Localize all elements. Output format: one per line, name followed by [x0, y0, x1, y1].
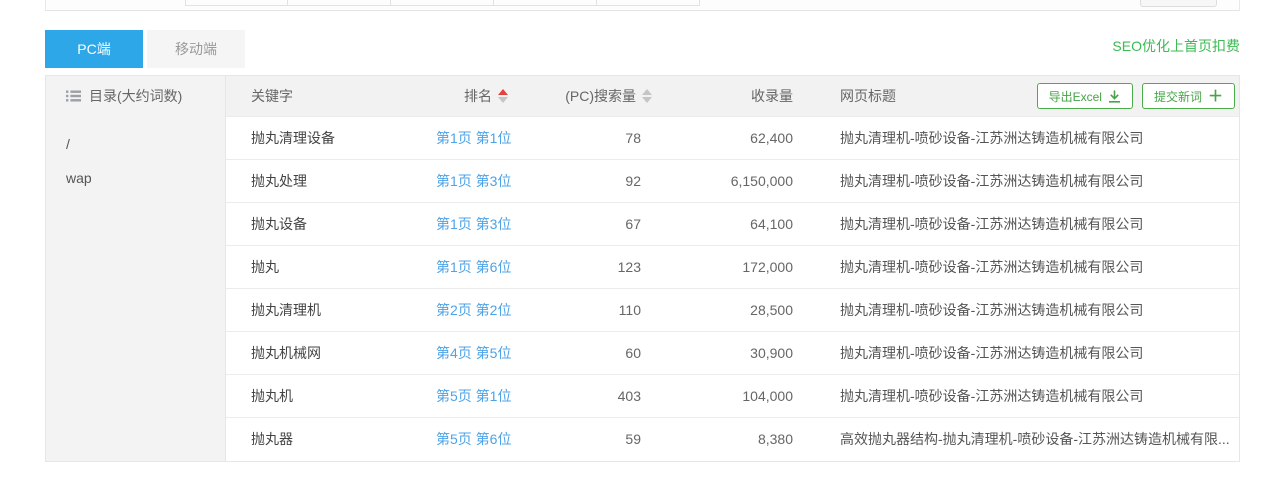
table-row: 抛丸 第1页 第6位 123 172,000 抛丸清理机-喷砂设备-江苏洲达铸造… [226, 245, 1239, 288]
cell-keyword: 抛丸机 [251, 388, 293, 404]
directory-list: / wap [46, 116, 225, 198]
cell-page-title: 抛丸清理机-喷砂设备-江苏洲达铸造机械有限公司 [840, 130, 1144, 146]
cell-search-volume: 59 [625, 431, 641, 447]
keyword-panel: 目录(大约词数) / wap 关键字 排名 (PC)搜索量 收录量 网页标 [45, 75, 1240, 462]
rank-link[interactable]: 第5页 第6位 [436, 431, 512, 447]
cell-search-volume: 110 [618, 302, 641, 318]
table-row: 抛丸设备 第1页 第3位 67 64,100 抛丸清理机-喷砂设备-江苏洲达铸造… [226, 202, 1239, 245]
cell-collect-count: 64,100 [750, 216, 793, 232]
clipped-button [1140, 0, 1217, 7]
sort-search-icon[interactable] [642, 89, 652, 103]
directory-header: 目录(大约词数) [46, 76, 225, 116]
cell-search-volume: 123 [617, 259, 641, 275]
cell-search-volume: 92 [625, 173, 641, 189]
rank-link[interactable]: 第4页 第5位 [436, 345, 512, 361]
cell-collect-count: 6,150,000 [730, 173, 793, 189]
submit-new-word-label: 提交新词 [1153, 89, 1202, 104]
col-header-keyword: 关键字 [251, 88, 293, 104]
cell-search-volume: 67 [625, 216, 641, 232]
tab-mobile[interactable]: 移动端 [147, 30, 245, 68]
col-header-collect: 收录量 [751, 88, 793, 104]
table-row: 抛丸清理设备 第1页 第1位 78 62,400 抛丸清理机-喷砂设备-江苏洲达… [226, 116, 1239, 159]
cell-collect-count: 30,900 [750, 345, 793, 361]
table-row: 抛丸机械网 第4页 第5位 60 30,900 抛丸清理机-喷砂设备-江苏洲达铸… [226, 331, 1239, 374]
cell-keyword: 抛丸器 [251, 431, 293, 447]
clipped-cells [185, 0, 700, 6]
col-header-rank[interactable]: 排名 [436, 86, 536, 106]
cell-page-title: 抛丸清理机-喷砂设备-江苏洲达铸造机械有限公司 [840, 173, 1144, 189]
cell-page-title: 高效抛丸器结构-抛丸清理机-喷砂设备-江苏洲达铸造机械有限... [840, 431, 1230, 447]
table-row: 抛丸机 第5页 第1位 403 104,000 抛丸清理机-喷砂设备-江苏洲达铸… [226, 374, 1239, 417]
cell-collect-count: 8,380 [757, 431, 793, 447]
col-header-rank-label: 排名 [464, 88, 492, 104]
rank-link[interactable]: 第1页 第1位 [436, 130, 512, 146]
seo-fee-link[interactable]: SEO优化上首页扣费 [1112, 38, 1240, 54]
submit-new-word-button[interactable]: 提交新词 ＋ [1141, 83, 1235, 109]
download-icon [1108, 90, 1120, 103]
cell-search-volume: 403 [617, 388, 641, 404]
keyword-table: 关键字 排名 (PC)搜索量 收录量 网页标题 导出Excel [226, 76, 1239, 461]
export-excel-button[interactable]: 导出Excel [1036, 83, 1133, 109]
clipped-top-panel [45, 0, 1240, 11]
cell-collect-count: 172,000 [742, 259, 793, 275]
table-header-row: 关键字 排名 (PC)搜索量 收录量 网页标题 导出Excel [226, 76, 1239, 116]
cell-page-title: 抛丸清理机-喷砂设备-江苏洲达铸造机械有限公司 [840, 259, 1144, 275]
device-tabs: PC端 移动端 [45, 30, 245, 68]
cell-keyword: 抛丸清理机 [251, 302, 321, 318]
cell-collect-count: 62,400 [750, 130, 793, 146]
cell-keyword: 抛丸机械网 [251, 345, 321, 361]
rank-link[interactable]: 第1页 第3位 [436, 173, 512, 189]
directory-item-wap[interactable]: wap [66, 170, 92, 186]
rank-link[interactable]: 第1页 第6位 [436, 259, 512, 275]
col-header-search-label: (PC)搜索量 [565, 88, 636, 104]
cell-keyword: 抛丸清理设备 [251, 130, 335, 146]
sort-rank-icon[interactable] [498, 89, 508, 103]
rank-link[interactable]: 第2页 第2位 [436, 302, 512, 318]
directory-header-label: 目录(大约词数) [89, 88, 183, 104]
cell-search-volume: 78 [625, 130, 641, 146]
table-row: 抛丸清理机 第2页 第2位 110 28,500 抛丸清理机-喷砂设备-江苏洲达… [226, 288, 1239, 331]
rank-link[interactable]: 第1页 第3位 [436, 216, 512, 232]
cell-keyword: 抛丸处理 [251, 173, 307, 189]
table-row: 抛丸器 第5页 第6位 59 8,380 高效抛丸器结构-抛丸清理机-喷砂设备-… [226, 417, 1239, 460]
cell-page-title: 抛丸清理机-喷砂设备-江苏洲达铸造机械有限公司 [840, 388, 1144, 404]
cell-collect-count: 104,000 [742, 388, 793, 404]
cell-page-title: 抛丸清理机-喷砂设备-江苏洲达铸造机械有限公司 [840, 216, 1144, 232]
directory-sidebar: 目录(大约词数) / wap [46, 76, 226, 461]
table-row: 抛丸处理 第1页 第3位 92 6,150,000 抛丸清理机-喷砂设备-江苏洲… [226, 159, 1239, 202]
cell-page-title: 抛丸清理机-喷砂设备-江苏洲达铸造机械有限公司 [840, 302, 1144, 318]
export-excel-label: 导出Excel [1048, 89, 1102, 104]
col-header-title: 网页标题 [840, 88, 896, 104]
col-header-search[interactable]: (PC)搜索量 [536, 86, 666, 106]
rank-link[interactable]: 第5页 第1位 [436, 388, 512, 404]
list-icon [66, 90, 81, 102]
cell-keyword: 抛丸设备 [251, 216, 307, 232]
cell-collect-count: 28,500 [750, 302, 793, 318]
cell-search-volume: 60 [625, 345, 641, 361]
plus-icon: ＋ [1207, 87, 1223, 105]
header-buttons: 导出Excel 提交新词 ＋ [1036, 83, 1235, 109]
cell-keyword: 抛丸 [251, 259, 279, 275]
cell-page-title: 抛丸清理机-喷砂设备-江苏洲达铸造机械有限公司 [840, 345, 1144, 361]
directory-item-root[interactable]: / [66, 136, 70, 152]
tab-pc[interactable]: PC端 [45, 30, 143, 68]
